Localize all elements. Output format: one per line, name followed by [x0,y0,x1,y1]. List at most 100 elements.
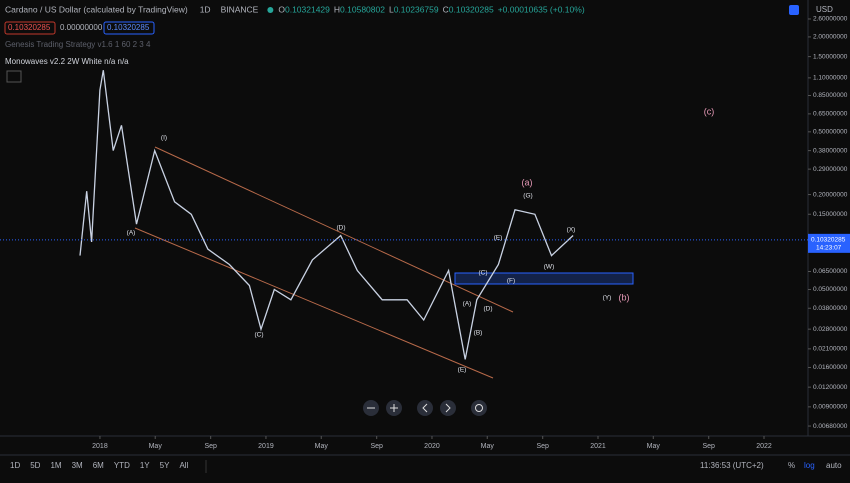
icon [390,404,398,412]
y-tick-label: 0.29000000 [813,166,848,173]
wave-label: (c) [704,106,715,116]
value-box [4,21,56,35]
icon [422,403,428,413]
value-box-text: 0.10320285 [8,23,51,32]
change: +0.00010635 (+0.10%) [498,4,585,14]
y-tick-label: 2.60000000 [813,16,848,23]
countdown: 14:23:07 [816,245,842,252]
indicator-label: Genesis Trading Strategy v1.6 1 60 2 3 4 [5,40,151,49]
y-tick-label: 0.02800000 [813,326,848,333]
range-button[interactable]: 1D [10,461,20,470]
wave-label: (X) [567,227,576,234]
wave-label: (I) [161,135,167,142]
percent-toggle[interactable]: % [788,461,795,470]
price-line [79,70,574,360]
wave-label: (F) [507,278,515,285]
y-tick-label: 1.50000000 [813,53,848,60]
x-tick-label: 2018 [92,443,108,450]
ohlc-value: 0.10320285 [449,4,494,14]
y-tick-label: 0.65000000 [813,111,848,118]
y-tick-label: 0.02100000 [813,346,848,353]
wave-label: (C) [254,332,263,339]
range-button[interactable]: 5D [30,461,40,470]
y-tick-label: 0.38000000 [813,147,848,154]
y-tick-label: 1.10000000 [813,75,848,82]
y-tick-label: 0.06500000 [813,268,848,275]
y-tick-label: 0.15000000 [813,211,848,218]
range-button[interactable]: 5Y [160,461,170,470]
range-button[interactable]: 3M [72,461,83,470]
wave-label: (D) [336,225,345,232]
y-tick-label: 0.20000000 [813,191,848,198]
value-box [103,21,155,35]
ohlc-value: 0.10580802 [340,4,385,14]
x-tick-label: 2022 [756,443,772,450]
symbol-title: Cardano / US Dollar (calculated by Tradi… [5,4,188,14]
ohlc-key: H [334,4,340,14]
y-tick-label: 2.00000000 [813,34,848,41]
range-button[interactable]: All [179,461,188,470]
x-tick-label: May [481,443,495,450]
x-tick-label: May [315,443,329,450]
x-tick-label: 2021 [590,443,606,450]
zoom-controls [363,400,487,416]
auto-toggle[interactable]: auto [826,461,842,470]
ohlc-key: L [389,4,394,14]
highlight-zone [454,272,634,285]
range-button[interactable]: 1M [50,461,61,470]
wave-label: (D) [483,306,492,313]
wave-label: (Y) [603,295,612,302]
ohlc-value: 0.10236759 [394,4,439,14]
wave-label: (E) [494,235,503,242]
channel-line [154,146,514,313]
wave-label: (a) [522,177,533,187]
price-tag-label: 0.10320285 [811,237,846,244]
x-tick-label: 2019 [258,443,274,450]
ohlc-value: 0.10321429 [285,4,330,14]
ohlc-key: C [443,4,449,14]
y-tick-label: 0.05000000 [813,286,848,293]
value-box-text: 0.10320285 [107,23,150,32]
scroll-left[interactable] [417,400,433,416]
reset[interactable] [471,400,487,416]
wave-label: (b) [619,292,630,302]
icon [475,404,483,412]
currency-label: USD [816,5,833,14]
y-tick-label: 0.03800000 [813,305,848,312]
wave-label: (A) [463,301,472,308]
value-box-text: 0.00000000 [60,23,103,32]
wave-label: (G) [523,193,532,200]
y-tick-label: 0.85000000 [813,92,848,99]
range-button[interactable]: 6M [93,461,104,470]
status-dot [267,7,274,13]
range-button[interactable]: 1Y [140,461,150,470]
icon [445,403,451,413]
wave-label: (A) [127,230,136,237]
y-tick-label: 0.01200000 [813,384,848,391]
price-tag [808,233,850,253]
collapse-button[interactable] [6,70,22,83]
ohlc-key: O [278,4,285,14]
indicator-label: Monowaves v2.2 2W White n/a n/a [5,57,129,66]
wave-label: (E) [458,367,467,374]
wave-label: (B) [474,330,483,337]
settings-button[interactable] [789,5,799,15]
x-tick-label: 2020 [424,443,440,450]
scroll-right[interactable] [440,400,456,416]
x-tick-label: Sep [702,443,715,450]
y-tick-label: 0.01600000 [813,364,848,371]
x-tick-label: Sep [204,443,217,450]
interval: 1D [200,4,211,14]
clock: 11:36:53 (UTC+2) [700,461,764,470]
x-tick-label: Sep [370,443,383,450]
log-toggle[interactable]: log [804,461,815,470]
y-tick-label: 0.00900000 [813,404,848,411]
x-tick-label: May [647,443,661,450]
range-button[interactable]: YTD [114,461,130,470]
wave-label: (W) [544,264,554,271]
y-tick-label: 0.00680000 [813,423,848,430]
y-tick-label: 0.50000000 [813,129,848,136]
